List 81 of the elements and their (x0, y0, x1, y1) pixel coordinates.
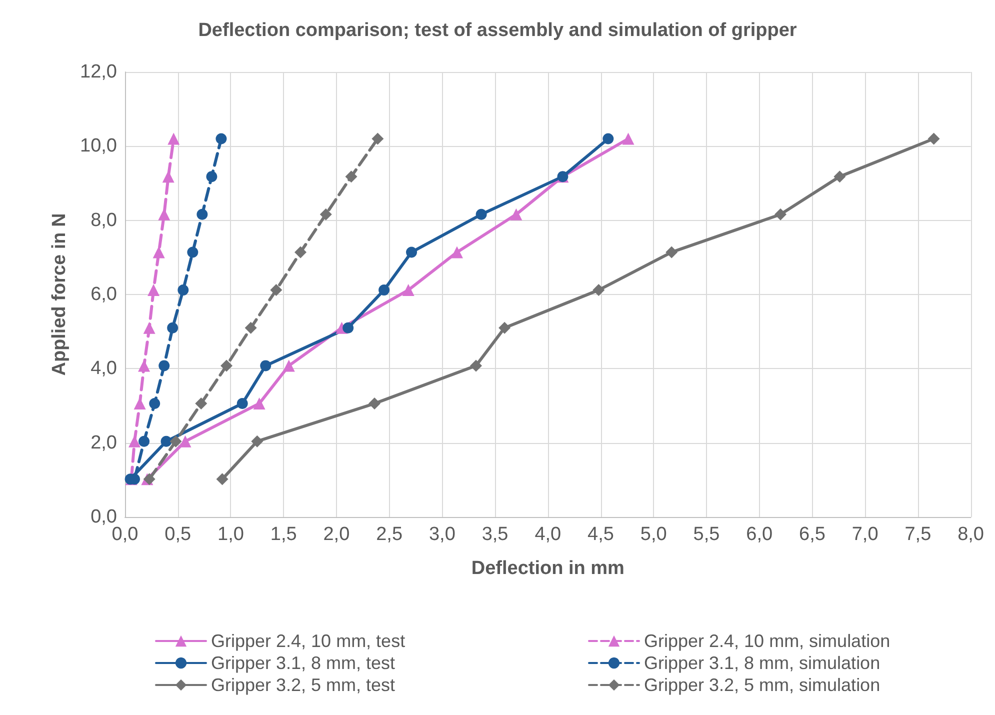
point (158, 360, 170, 372)
x-tick-label: 3,5 (482, 524, 508, 545)
point (928, 132, 940, 145)
point (260, 360, 272, 372)
point (834, 170, 846, 183)
point (402, 284, 414, 296)
x-axis-title: Deflection in mm (471, 558, 624, 579)
point (138, 436, 150, 447)
point (320, 208, 332, 220)
point (294, 246, 306, 258)
point (372, 132, 384, 145)
y-tick-label: 4,0 (90, 358, 117, 380)
x-tick-label: 7,5 (904, 524, 932, 545)
point (498, 322, 511, 334)
point (622, 132, 634, 145)
point (378, 284, 390, 296)
point (138, 360, 150, 372)
point (216, 133, 227, 144)
point (236, 398, 248, 410)
point (270, 284, 282, 296)
point (216, 473, 228, 486)
point (143, 322, 156, 334)
point (220, 360, 232, 372)
x-tick-label: 6,0 (746, 524, 773, 545)
point (510, 208, 522, 220)
chart-title: Deflection comparison; test of assembly and simulation of gripper (198, 20, 798, 41)
y-tick-label: 2,0 (90, 432, 117, 454)
point (450, 246, 463, 258)
y-tick-label: 12,0 (80, 62, 117, 82)
point (195, 398, 208, 410)
x-tick-label: 6,5 (798, 524, 826, 545)
y-tick-label: 6,0 (90, 284, 117, 305)
point (253, 398, 266, 410)
x-tick-label: 2,0 (323, 524, 350, 545)
point (592, 284, 605, 296)
point (167, 322, 178, 334)
x-tick-label: 5,5 (693, 524, 720, 545)
point (602, 133, 614, 144)
x-tick-label: 1,0 (218, 524, 244, 545)
x-tick-label: 8,0 (958, 524, 984, 545)
point (128, 435, 141, 448)
x-tick-label: 0,5 (164, 524, 192, 545)
point (149, 398, 160, 410)
point (470, 360, 482, 372)
point (160, 436, 172, 447)
y-tick-label: 8,0 (90, 210, 117, 231)
point (178, 284, 189, 296)
point (187, 246, 198, 258)
point (774, 208, 786, 220)
point (134, 398, 146, 410)
point (168, 132, 180, 145)
x-tick-label: 5,0 (640, 524, 667, 545)
x-tick-label: 2,5 (376, 524, 403, 545)
point (196, 208, 208, 220)
x-tick-label: 4,5 (588, 524, 614, 545)
point (244, 322, 257, 334)
point (476, 208, 487, 220)
legend-label: Gripper 2.4, 10 mm, simulation (644, 631, 890, 651)
x-tick-label: 7,0 (852, 524, 878, 545)
legend-label: Gripper 3.1, 8 mm, test (211, 653, 396, 673)
point (368, 398, 381, 410)
x-tick-label: 4,0 (534, 524, 562, 545)
x-tick-label: 1,5 (270, 524, 297, 545)
point (345, 170, 358, 183)
point (158, 208, 170, 220)
legend-label: Gripper 2.4, 10 mm, test (211, 631, 406, 651)
point (206, 171, 218, 182)
point (152, 246, 165, 258)
point (251, 435, 264, 448)
legend-label: Gripper 3.2, 5 mm, simulation (644, 675, 880, 695)
point (666, 246, 678, 258)
point (406, 246, 418, 258)
legend-label: Gripper 3.1, 8 mm, simulation (644, 653, 880, 673)
point (342, 322, 354, 334)
point (170, 435, 182, 448)
legend-label: Gripper 3.2, 5 mm, test (211, 675, 396, 695)
point (148, 284, 160, 296)
x-tick-label: 3,0 (428, 524, 456, 545)
point (282, 360, 295, 372)
y-axis-title: Applied force in N (49, 213, 70, 376)
y-tick-label: 10,0 (80, 136, 117, 157)
